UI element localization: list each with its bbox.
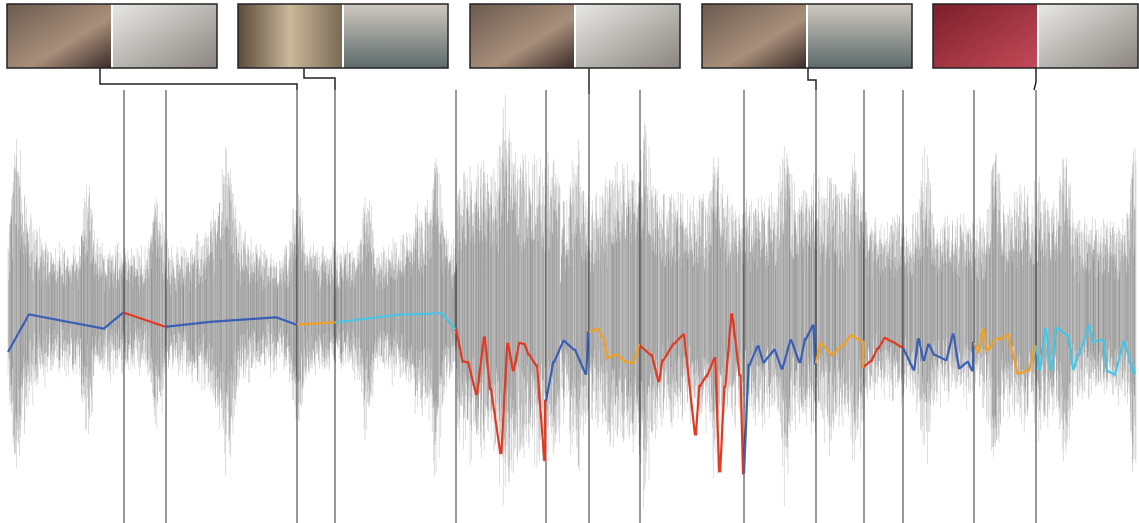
thumbnail [470, 4, 574, 68]
thumbnail [7, 4, 111, 68]
page: {} html, body { margin: 0; padding: 0; b… [0, 0, 1139, 523]
connector [100, 68, 297, 90]
thumbnail [1039, 4, 1138, 68]
thumbnail [344, 4, 448, 68]
thumbnail [576, 4, 680, 68]
connector [1034, 68, 1036, 90]
thumbnail [702, 4, 806, 68]
thumbnail [933, 4, 1037, 68]
figure [0, 0, 1139, 523]
connectors [100, 68, 1036, 94]
thumbnail [238, 4, 342, 68]
thumbnail [113, 4, 217, 68]
connector [304, 68, 335, 90]
body: (() => { const data = JSON.parse(documen… [0, 0, 1139, 523]
connector [808, 68, 816, 90]
thumbnails [7, 4, 1138, 68]
thumbnail [808, 4, 912, 68]
waveform [8, 95, 1136, 509]
